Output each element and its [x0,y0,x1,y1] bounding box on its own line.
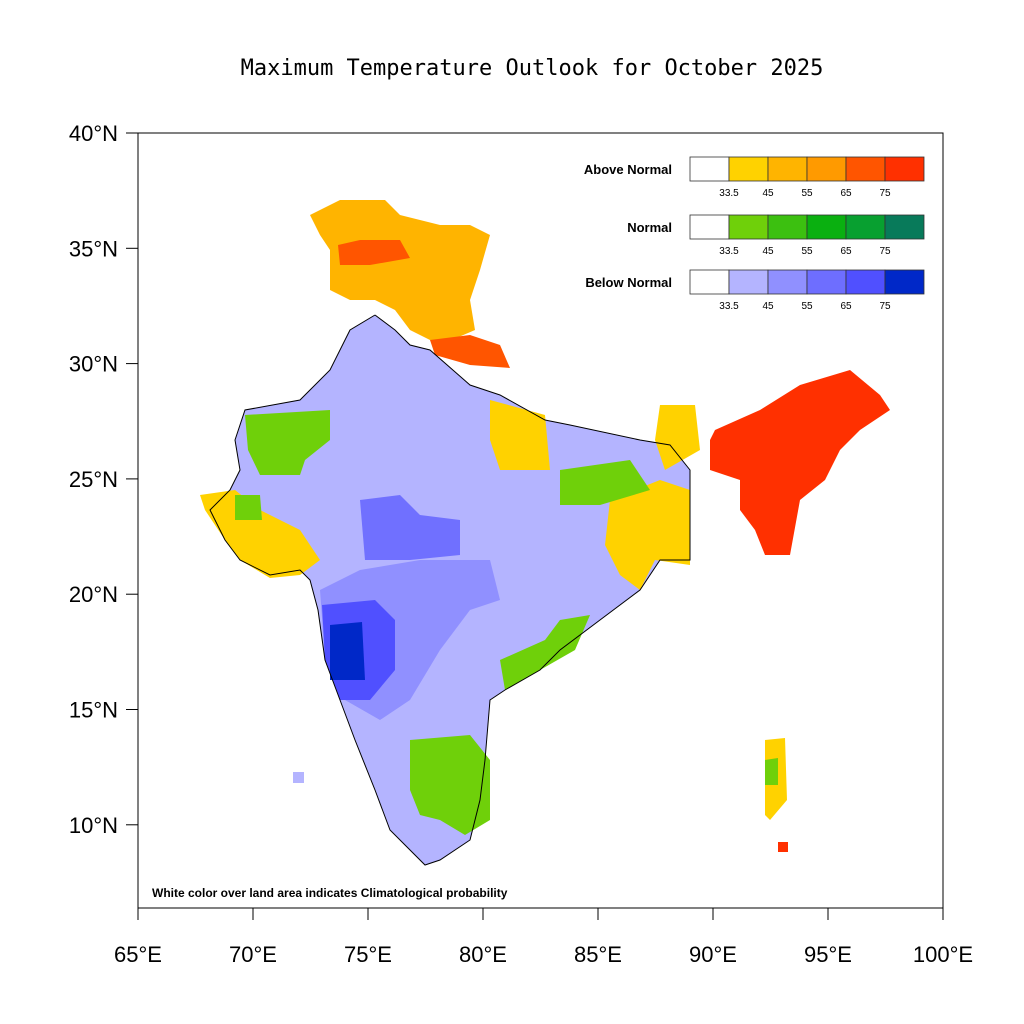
legend-threshold: 45 [762,246,774,257]
legend-swatch [884,214,925,240]
legend-category-label: Normal [627,220,672,235]
legend-swatch [767,156,808,182]
legend-swatch [806,156,847,182]
legend-threshold: 65 [840,301,852,312]
x-tick-label: 80°E [459,942,507,967]
region-below-normal-strong [330,622,365,680]
y-tick-label: 10°N [69,813,118,838]
y-tick-label: 15°N [69,698,118,723]
legend-threshold: 75 [879,301,891,312]
y-tick-label: 30°N [69,352,118,377]
climatology-note: White color over land area indicates Cli… [152,886,508,900]
legend-swatch [767,214,808,240]
region-above-normal-gujarat [200,490,320,578]
legend-swatch [728,214,769,240]
forecast-regions [200,200,890,866]
legend-swatch [845,269,886,295]
region-nicobar [778,842,788,852]
legend-threshold: 33.5 [719,188,739,199]
region-normal-coastal [500,615,590,690]
x-tick-label: 95°E [804,942,852,967]
legend-swatch [689,214,730,240]
x-tick-label: 65°E [114,942,162,967]
region-above-normal-northeast [710,370,890,555]
y-tick-label: 40°N [69,121,118,146]
legend-threshold: 45 [762,188,774,199]
region-normal-gujarat [235,495,262,520]
legend-swatch [806,214,847,240]
region-andaman-normal [765,758,778,785]
legend-threshold: 45 [762,301,774,312]
india-outline [209,314,691,866]
legend-threshold: 65 [840,188,852,199]
legend-threshold: 75 [879,246,891,257]
legend-swatch [728,156,769,182]
region-below-normal-mp [360,495,460,560]
legend-swatch [689,156,730,182]
region-above-normal-east [605,480,690,590]
legend-threshold: 55 [801,301,813,312]
legend-category-label: Below Normal [585,275,672,290]
region-above-normal-uttarakhand [430,335,510,368]
legend-threshold: 55 [801,246,813,257]
region-normal-east [560,460,650,505]
y-tick-label: 35°N [69,236,118,261]
region-normal-rajasthan [245,410,330,475]
x-tick-label: 85°E [574,942,622,967]
legend-swatch [884,269,925,295]
legend-category-label: Above Normal [584,162,672,177]
region-above-normal-kashmir [310,200,490,345]
y-tick-label: 20°N [69,582,118,607]
legend-swatch [728,269,769,295]
legend-swatch [689,269,730,295]
legend-swatch [845,156,886,182]
region-above-normal-kashmir-hot [338,240,410,265]
legend-swatch [806,269,847,295]
legend-threshold: 75 [879,188,891,199]
legend: Above Normal 33.5 45 55 65 75 Normal 33.5 45 55 65… [584,156,925,312]
map-title: Maximum Temperature Outlook for October … [240,56,824,81]
legend-threshold: 55 [801,188,813,199]
y-tick-label: 25°N [69,467,118,492]
region-normal-tamilnadu [410,735,490,835]
x-tick-label: 75°E [344,942,392,967]
region-above-normal-up [490,400,550,470]
legend-swatch [767,269,808,295]
legend-swatch [845,214,886,240]
legend-threshold: 33.5 [719,246,739,257]
x-tick-label: 100°E [913,942,973,967]
region-above-normal-bengal-north [655,405,700,470]
x-tick-label: 90°E [689,942,737,967]
legend-swatch [884,156,925,182]
legend-threshold: 33.5 [719,301,739,312]
legend-threshold: 65 [840,246,852,257]
region-lakshadweep [293,772,304,783]
x-tick-label: 70°E [229,942,277,967]
